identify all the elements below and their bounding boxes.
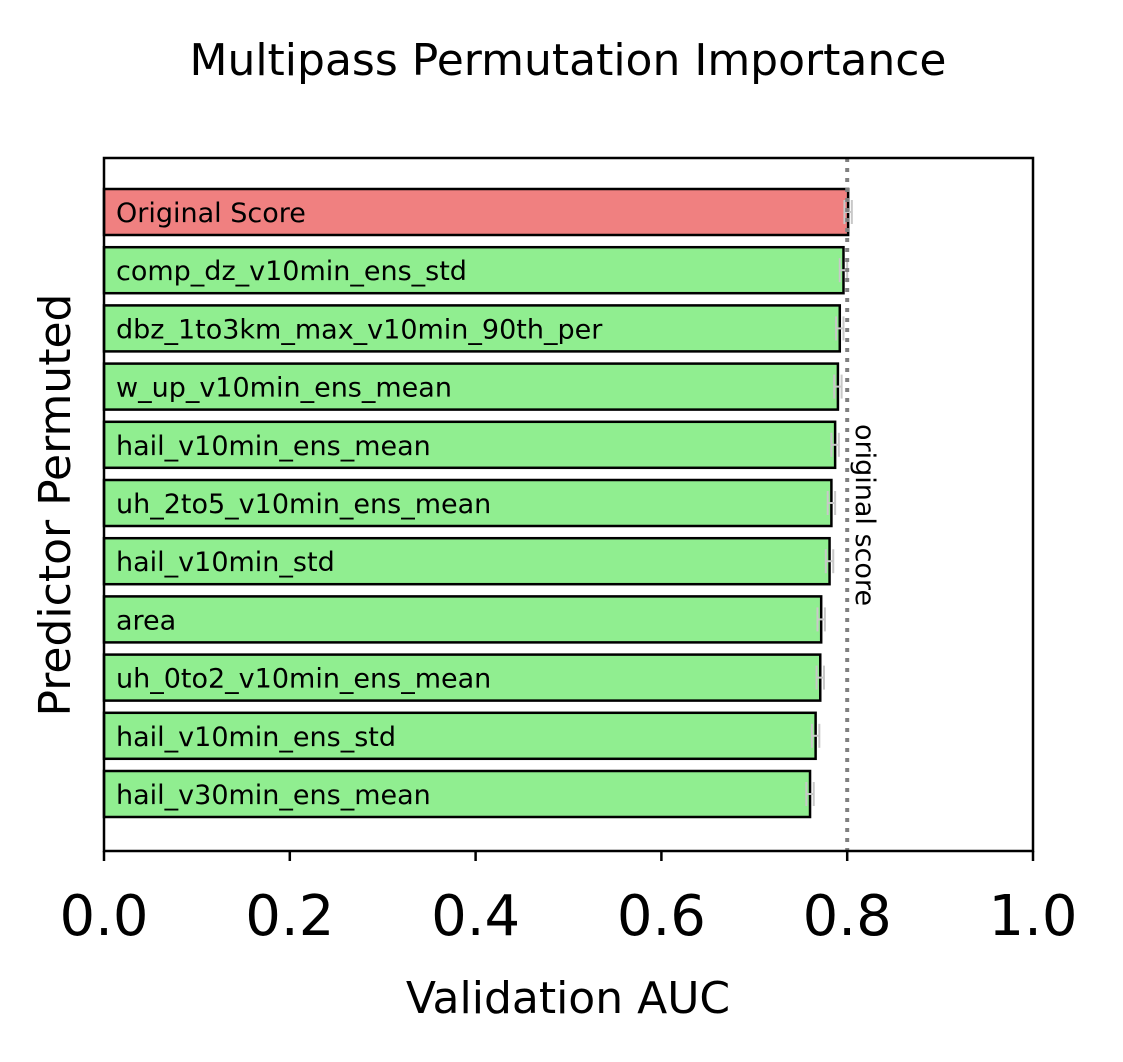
bar-label: comp_dz_v10min_ens_std (116, 256, 467, 287)
bar-label: uh_2to5_v10min_ens_mean (116, 489, 491, 520)
bar-group: hail_v10min_std (102, 536, 835, 586)
bar-group: hail_v10min_ens_std (102, 711, 821, 761)
reference-line-group: original score (845, 158, 880, 851)
x-axis-ticks: 0.0 0.2 0.4 0.6 0.8 1.0 (59, 851, 1078, 949)
x-tick-label: 0.6 (617, 884, 706, 949)
bar (102, 245, 845, 295)
x-tick-label: 0.2 (245, 884, 334, 949)
bar (102, 420, 837, 470)
bar-group: uh_2to5_v10min_ens_mean (102, 478, 837, 528)
reference-line-label: original score (849, 424, 880, 606)
bar-label: hail_v10min_std (116, 547, 335, 578)
bar-label: hail_v10min_ens_std (116, 722, 396, 753)
bar (102, 595, 823, 644)
bar-label: dbz_1to3km_max_v10min_90th_per (116, 314, 603, 345)
bar-group: Original Score (102, 187, 853, 237)
bar-label: hail_v30min_ens_mean (116, 780, 431, 811)
x-tick-label: 0.8 (803, 884, 892, 949)
bar-group: dbz_1to3km_max_v10min_90th_per (102, 304, 845, 353)
bar-label: w_up_v10min_ens_mean (116, 373, 452, 404)
chart-title: Multipass Permutation Importance (189, 35, 946, 86)
bar (102, 362, 840, 411)
bar-group: hail_v10min_ens_mean (102, 420, 840, 470)
bar-group: uh_0to2_v10min_ens_mean (102, 653, 825, 702)
bar-group: area (102, 595, 826, 644)
plot-area-frame (102, 156, 1035, 853)
bar-label: area (116, 605, 176, 636)
bar-group: comp_dz_v10min_ens_std (102, 245, 849, 295)
bar-group: hail_v30min_ens_mean (102, 769, 815, 819)
bar (102, 478, 833, 528)
y-axis-label: Predictor Permuted (30, 294, 81, 717)
x-axis-label: Validation AUC (406, 973, 730, 1024)
bar-label: Original Score (116, 198, 306, 229)
bar-group: w_up_v10min_ens_mean (102, 362, 843, 411)
x-tick-label: 1.0 (988, 884, 1077, 949)
bars-layer: Original Score comp_dz_v10min_ens_std dbz_… (102, 187, 853, 819)
bar-label: hail_v10min_ens_mean (116, 431, 431, 462)
bar-label: uh_0to2_v10min_ens_mean (116, 664, 491, 695)
x-tick-label: 0.4 (431, 884, 520, 949)
x-tick-label: 0.0 (59, 884, 148, 949)
